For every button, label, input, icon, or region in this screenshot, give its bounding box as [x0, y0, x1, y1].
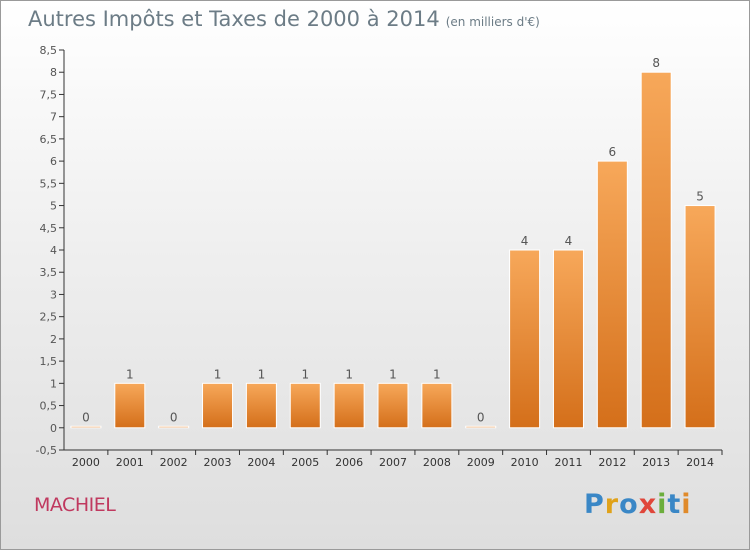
y-tick-label: 5 — [50, 200, 57, 213]
x-tick-label: 2008 — [423, 456, 451, 469]
chart-title-text: Autres Impôts et Taxes de 2000 à 2014 — [28, 7, 440, 31]
x-tick-label: 2006 — [335, 456, 363, 469]
bar — [465, 425, 497, 429]
bar — [596, 160, 628, 429]
y-tick-label: 0 — [50, 422, 57, 435]
x-tick-label: 2002 — [160, 456, 188, 469]
x-tick-label: 2005 — [291, 456, 319, 469]
x-tick-label: 2013 — [642, 456, 670, 469]
y-tick-label: 3 — [50, 288, 57, 301]
y-tick-label: 3,5 — [40, 266, 58, 279]
brand-letter: o — [619, 489, 639, 520]
y-tick-label: 8 — [50, 66, 57, 79]
bar — [245, 382, 277, 429]
bar — [377, 382, 409, 429]
y-tick-label: 7,5 — [40, 88, 58, 101]
data-label: 1 — [433, 367, 441, 381]
data-label: 0 — [477, 410, 485, 424]
x-tick-label: 2000 — [72, 456, 100, 469]
brand-letter: i — [657, 489, 668, 520]
bar — [509, 249, 541, 429]
commune-name: MACHIEL — [34, 494, 116, 516]
x-tick-label: 2009 — [467, 456, 495, 469]
chart-title: Autres Impôts et Taxes de 2000 à 2014 (en… — [28, 7, 540, 31]
bar — [202, 382, 234, 429]
y-tick-label: 0,5 — [40, 400, 58, 413]
y-tick-label: 1 — [50, 377, 57, 390]
brand-logo: Proxiti — [584, 489, 692, 520]
data-label: 1 — [389, 367, 397, 381]
data-label: 1 — [214, 367, 222, 381]
x-tick-label: 2011 — [554, 456, 582, 469]
data-label: 1 — [258, 367, 266, 381]
x-tick-label: 2007 — [379, 456, 407, 469]
brand-letter: P — [584, 489, 605, 520]
y-tick-label: 6,5 — [40, 133, 58, 146]
x-tick-label: 2004 — [247, 456, 275, 469]
bar — [114, 382, 146, 429]
y-tick-label: 8,5 — [40, 44, 58, 57]
x-tick-label: 2003 — [204, 456, 232, 469]
y-tick-label: 2,5 — [40, 311, 58, 324]
y-tick-label: 7 — [50, 111, 57, 124]
data-label: 8 — [652, 56, 660, 70]
bar — [640, 71, 672, 429]
y-tick-label: 1,5 — [40, 355, 58, 368]
x-tick-label: 2010 — [511, 456, 539, 469]
brand-letter: i — [681, 489, 692, 520]
bar — [333, 382, 365, 429]
y-tick-label: 2 — [50, 333, 57, 346]
y-tick-label: 5,5 — [40, 177, 58, 190]
data-label: 1 — [345, 367, 353, 381]
bar — [421, 382, 453, 429]
data-label: 0 — [170, 410, 178, 424]
y-tick-label: 4,5 — [40, 222, 58, 235]
bar — [158, 425, 190, 429]
chart-subtitle: (en milliers d'€) — [445, 15, 540, 29]
brand-letter: x — [638, 489, 658, 520]
bar — [684, 205, 716, 429]
x-tick-label: 2012 — [598, 456, 626, 469]
y-tick-label: -0,5 — [36, 444, 57, 457]
y-tick-label: 4 — [50, 244, 57, 257]
bar — [289, 382, 321, 429]
y-tick-label: 6 — [50, 155, 57, 168]
x-tick-label: 2001 — [116, 456, 144, 469]
data-label: 0 — [82, 410, 90, 424]
bar — [552, 249, 584, 429]
data-label: 1 — [126, 367, 134, 381]
data-label: 4 — [521, 234, 529, 248]
data-label: 4 — [565, 234, 573, 248]
data-label: 6 — [609, 145, 617, 159]
data-label: 5 — [696, 190, 704, 204]
bar — [70, 425, 102, 429]
brand-letter: t — [667, 489, 682, 520]
data-label: 1 — [301, 367, 309, 381]
brand-letter: r — [604, 489, 620, 520]
x-tick-label: 2014 — [686, 456, 714, 469]
